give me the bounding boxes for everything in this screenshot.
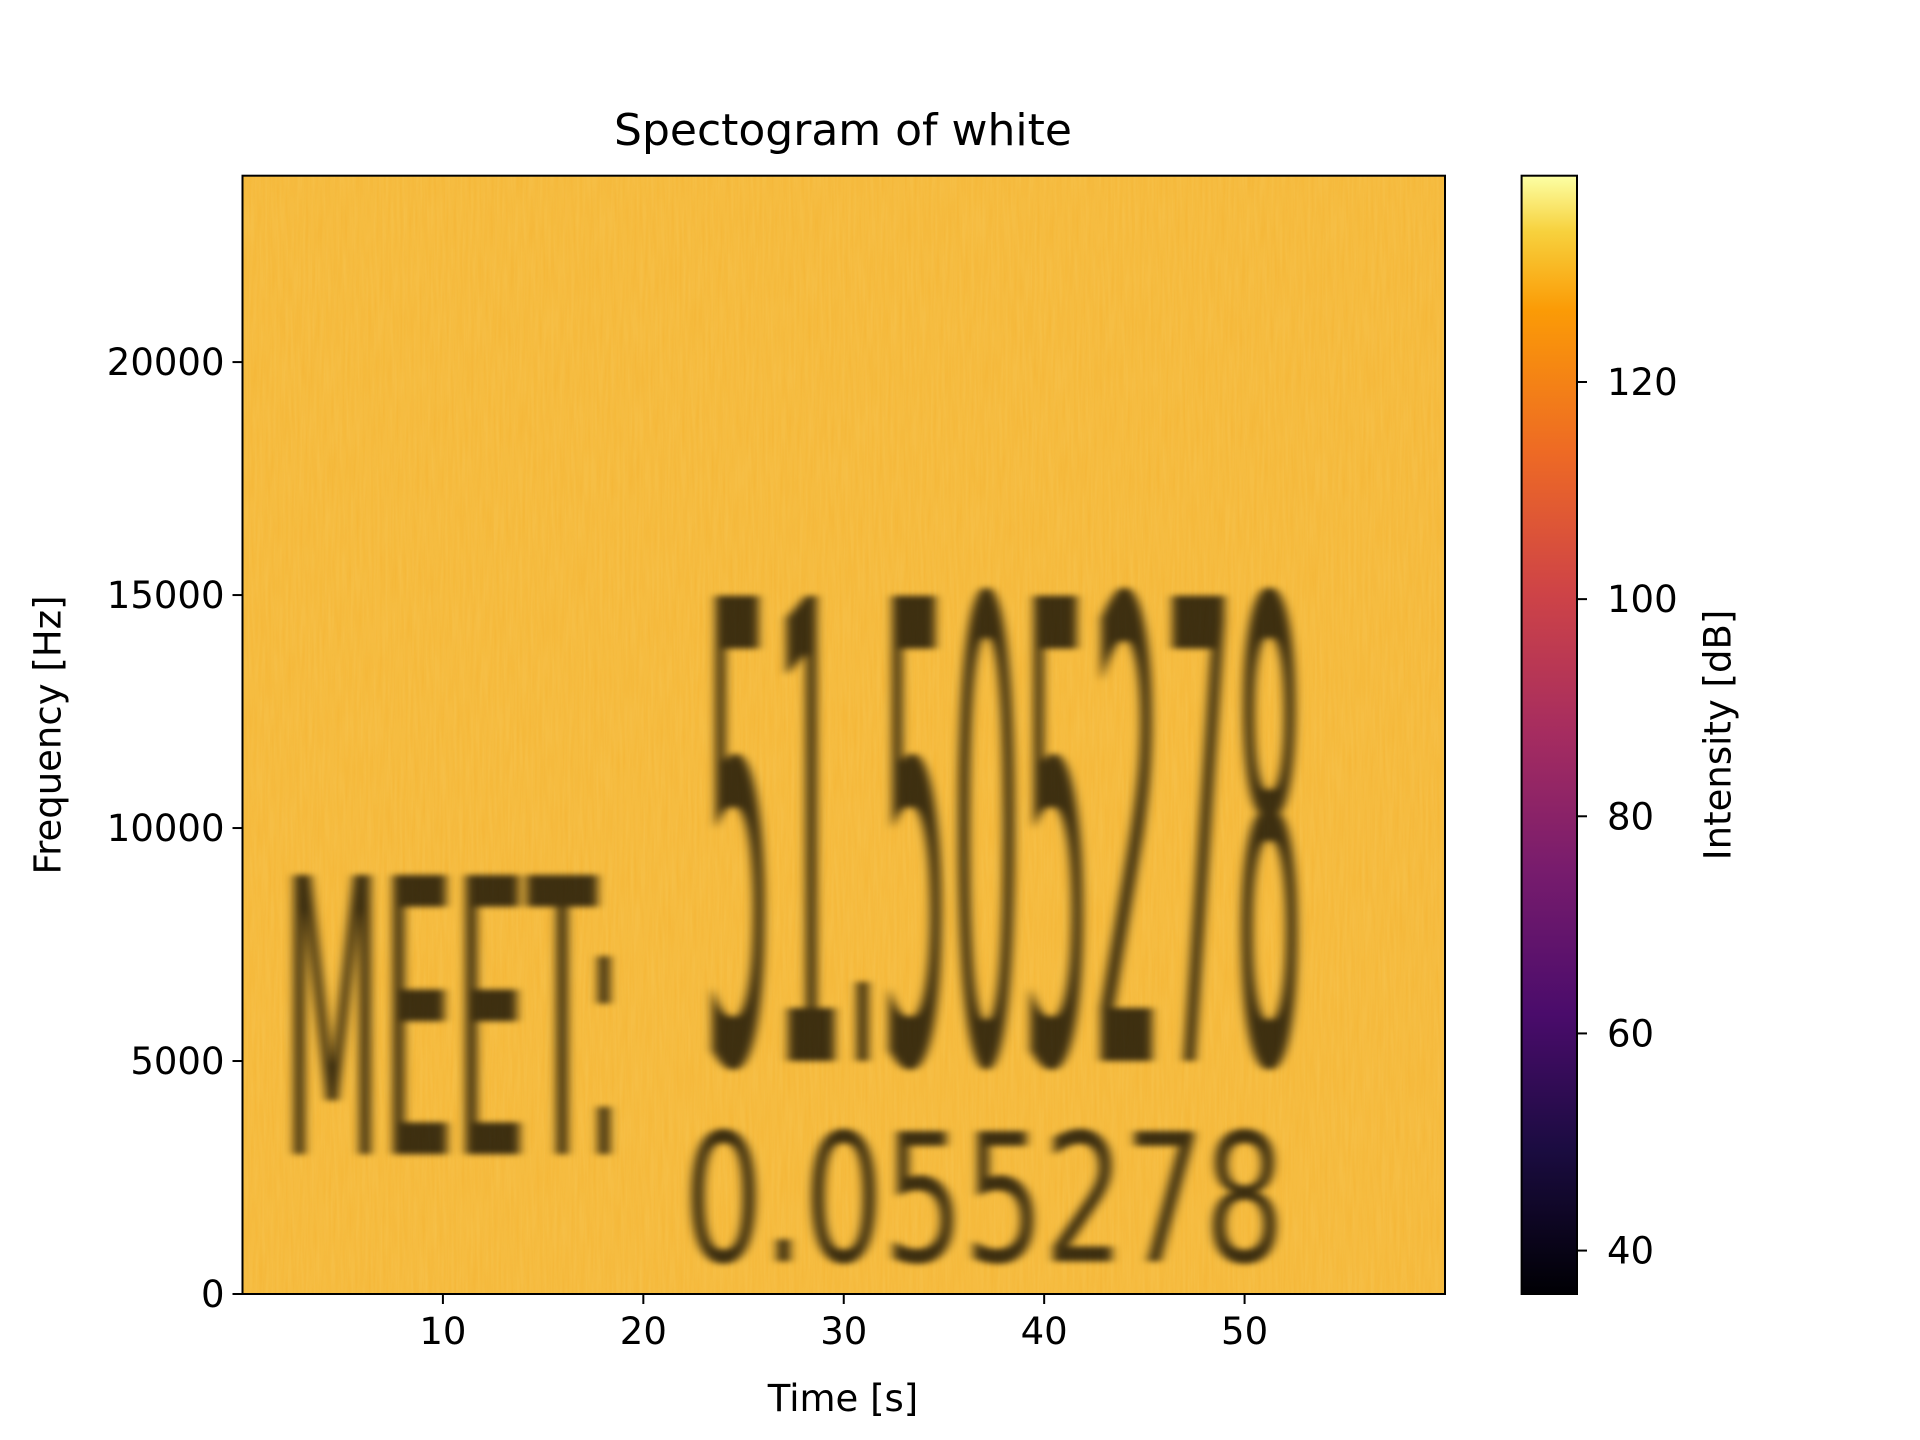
y-tick-label: 20000 [107,341,225,384]
chart-title: Spectogram of white [614,105,1072,156]
spectrogram-annotation: 51.505278 [703,469,1304,1212]
colorbar [1520,174,1578,1296]
colorbar-tick-label: 120 [1607,361,1678,404]
x-tick-label: 10 [419,1310,466,1353]
colorbar-tick-label: 80 [1607,795,1654,838]
x-tick-label: 30 [820,1310,867,1353]
x-axis-label: Time [s] [767,1377,918,1420]
spectrogram-annotation: 0.055278 [683,1096,1284,1304]
y-tick-label: 5000 [130,1040,224,1083]
y-tick-label: 15000 [107,574,225,617]
y-tick-label: 0 [201,1273,225,1316]
x-tick-label: 50 [1221,1310,1268,1353]
colorbar-label: Intensity [dB] [1697,610,1740,861]
x-tick-label: 20 [620,1310,667,1353]
colorbar-tick-label: 60 [1607,1012,1654,1055]
colorbar-tick-label: 100 [1607,578,1678,621]
x-tick-label: 40 [1021,1310,1068,1353]
spectrogram-noise [242,175,1445,1295]
colorbar-tick-label: 40 [1607,1230,1654,1273]
y-tick-label: 10000 [107,807,225,850]
y-axis-label: Frequency [Hz] [27,595,70,874]
spectrogram-annotation: MEET: [283,800,624,1245]
